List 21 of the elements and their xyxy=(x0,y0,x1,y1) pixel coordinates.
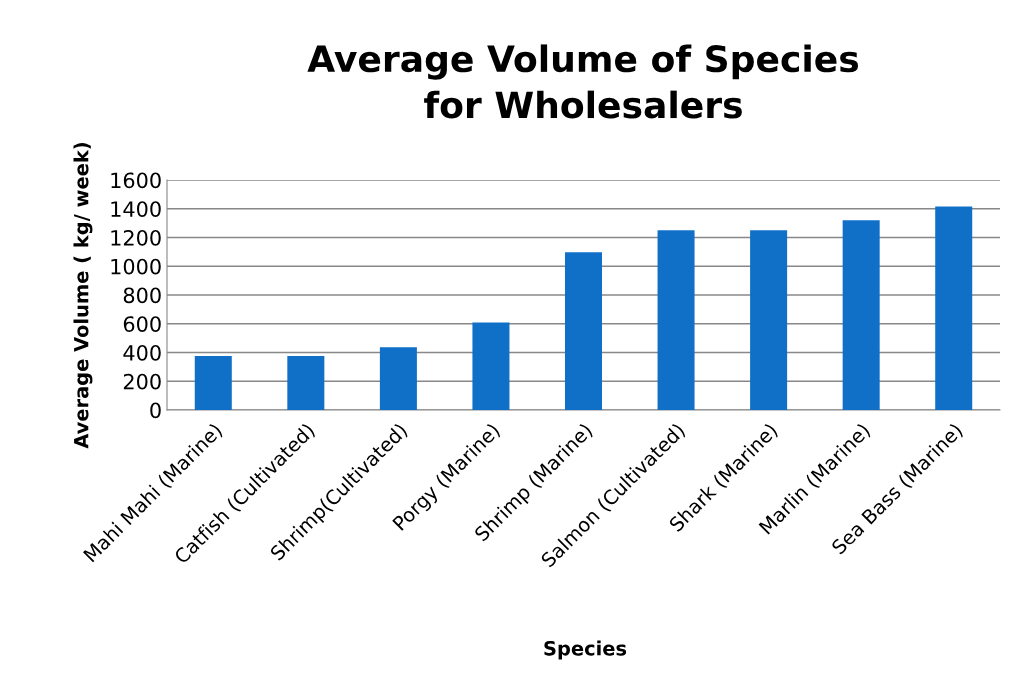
x-axis-title: Species xyxy=(544,640,627,660)
y-tick-label: 0 xyxy=(150,402,161,419)
chart-title: Average Volume of Species for Wholesalers xyxy=(307,44,859,119)
y-tick-label: 1200 xyxy=(111,229,161,246)
y-tick-label: 600 xyxy=(123,316,161,332)
y-tick-label: 1000 xyxy=(111,258,161,275)
bar xyxy=(379,347,417,410)
y-tick-label: 1400 xyxy=(111,201,161,217)
bar xyxy=(472,322,510,410)
bar xyxy=(750,230,788,410)
bar xyxy=(935,206,973,410)
y-axis-title: Average Volume ( kg/ week) xyxy=(73,142,93,449)
y-tick-label: 800 xyxy=(123,287,161,304)
bar xyxy=(287,356,325,410)
bar xyxy=(657,230,695,410)
bar xyxy=(564,252,603,410)
y-tick-label: 200 xyxy=(123,373,161,390)
bar xyxy=(842,220,880,410)
y-tick-label: 1600 xyxy=(111,172,161,189)
bar xyxy=(194,356,232,410)
y-tick-label: 400 xyxy=(123,344,161,361)
